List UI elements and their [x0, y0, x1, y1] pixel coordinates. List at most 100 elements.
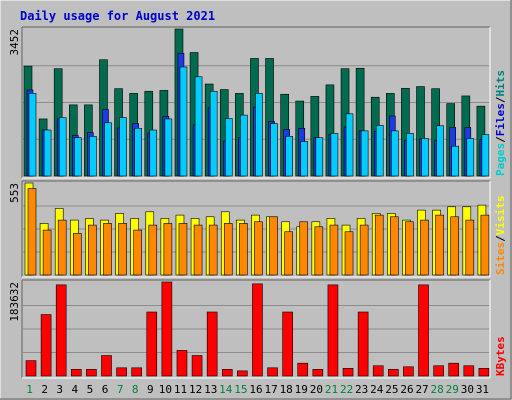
- kbytes-bar-kbytes-day-10: [161, 281, 173, 377]
- pages-files-hits-legend-separator: /: [494, 96, 507, 103]
- x-tick-label-day-17: 17: [264, 383, 277, 396]
- x-tick-label-day-8: 8: [132, 383, 139, 396]
- x-tick-label-day-12: 12: [189, 383, 202, 396]
- x-tick-label-day-7: 7: [117, 383, 124, 396]
- pages-files-hits-bar-pages-day-11: [179, 66, 188, 177]
- kbytes-bar-kbytes-day-6: [101, 355, 112, 377]
- sites-visits-legend: Sites/Visits: [494, 196, 507, 276]
- kbytes-bar-kbytes-day-27: [418, 284, 429, 377]
- sites-visits-bar-sites-day-18: [284, 231, 293, 276]
- kbytes-bar-kbytes-day-8: [131, 367, 142, 377]
- sites-visits-bar-sites-day-28: [435, 214, 444, 276]
- sites-visits-bar-sites-day-16: [254, 221, 263, 276]
- pages-files-hits-bar-pages-day-4: [73, 137, 82, 177]
- pages-files-hits-bar-pages-day-5: [89, 136, 97, 177]
- x-tick-label-day-18: 18: [280, 383, 293, 396]
- kbytes-bar-kbytes-day-5: [86, 369, 97, 377]
- x-tick-label-day-13: 13: [204, 383, 217, 396]
- sites-visits-bar-sites-day-3: [57, 219, 67, 276]
- sites-visits-bar-sites-day-10: [163, 223, 173, 276]
- x-tick-label-day-28: 28: [431, 383, 444, 396]
- sites-visits-bar-sites-day-29: [450, 216, 460, 276]
- x-tick-label-day-24: 24: [370, 383, 384, 396]
- x-tick-label-day-3: 3: [56, 383, 63, 396]
- kbytes-bar-kbytes-day-1: [25, 360, 37, 377]
- x-tick-label-day-20: 20: [310, 383, 323, 396]
- kbytes-bar-kbytes-day-21: [327, 284, 339, 377]
- pages-files-hits-bar-pages-day-10: [164, 118, 173, 177]
- pages-files-hits-bar-pages-day-9: [149, 129, 158, 177]
- x-tick-label-day-26: 26: [400, 383, 413, 396]
- kbytes-bar-kbytes-day-30: [463, 365, 475, 377]
- legend-files: Files: [494, 103, 507, 136]
- sites-visits-bar-sites-day-13: [208, 224, 218, 276]
- sites-visits-bar-sites-day-20: [314, 226, 324, 276]
- kbytes-bar-kbytes-day-14: [221, 369, 233, 377]
- sites-visits-bar-sites-day-31: [480, 214, 490, 276]
- x-tick-label-day-29: 29: [446, 383, 459, 396]
- sites-visits-bar-sites-day-24: [374, 214, 384, 276]
- pages-files-hits-bar-pages-day-18: [285, 136, 293, 177]
- pages-files-hits-bar-pages-day-24: [375, 125, 384, 177]
- pages-files-hits-bar-pages-day-3: [58, 117, 67, 177]
- x-tick-label-day-4: 4: [72, 383, 79, 396]
- kbytes-bar-kbytes-day-11: [176, 350, 188, 377]
- sites-visits-legend-separator: /: [494, 235, 507, 242]
- chart-title: Daily usage for August 2021: [20, 9, 215, 23]
- sites-visits-bar-sites-day-1: [27, 188, 37, 276]
- kbytes-bar-kbytes-day-24: [372, 365, 384, 377]
- sites-visits-bar-sites-day-6: [103, 223, 112, 276]
- sites-visits-bar-sites-day-12: [193, 224, 203, 276]
- pages-files-hits-bar-pages-day-30: [466, 138, 475, 177]
- kbytes-bar-kbytes-day-2: [40, 314, 52, 377]
- sites-visits-bar-sites-day-25: [390, 216, 399, 276]
- pages-files-hits-bar-pages-day-27: [421, 138, 429, 177]
- sites-visits-bar-sites-day-9: [148, 224, 158, 276]
- kbytes-bar-kbytes-day-19: [297, 362, 309, 377]
- pages-files-hits-bar-pages-day-6: [104, 122, 112, 177]
- x-tick-label-day-5: 5: [87, 383, 94, 396]
- sites-visits-bar-sites-day-15: [239, 223, 248, 276]
- pages-files-hits-bar-pages-day-17: [270, 123, 278, 177]
- kbytes-bar-kbytes-day-31: [478, 368, 490, 377]
- sites-visits-bar-sites-day-30: [465, 219, 475, 276]
- kbytes-bar-kbytes-day-28: [433, 365, 444, 377]
- sites-visits-bar-sites-day-8: [133, 229, 142, 276]
- sites-visits-bar-sites-day-23: [359, 224, 369, 276]
- x-tick-label-day-16: 16: [249, 383, 262, 396]
- kbytes-bar-kbytes-day-4: [70, 369, 82, 377]
- sites-visits-panel: 553 Sites/Visits: [8, 180, 507, 278]
- sites-visits-ymax-label: 553: [8, 183, 21, 203]
- sites-visits-bar-sites-day-14: [223, 223, 233, 276]
- pages-files-hits-bar-pages-day-21: [330, 133, 339, 177]
- kbytes-bar-kbytes-day-12: [191, 355, 203, 377]
- x-tick-label-day-6: 6: [102, 383, 109, 396]
- pages-files-hits-legend: Pages/Files/Hits: [494, 70, 507, 176]
- x-tick-label-day-30: 30: [461, 383, 474, 396]
- kbytes-bar-kbytes-day-3: [55, 284, 67, 377]
- kbytes-bar-kbytes-day-18: [282, 311, 293, 377]
- sites-visits-bar-sites-day-21: [329, 224, 339, 276]
- x-tick-label-day-15: 15: [234, 383, 247, 396]
- x-tick-label-day-9: 9: [147, 383, 154, 396]
- kbytes-bar-kbytes-day-13: [206, 311, 218, 377]
- x-tick-label-day-31: 31: [476, 383, 489, 396]
- kbytes-ymax-label: 183632: [8, 282, 21, 322]
- sites-visits-bar-sites-day-17: [269, 216, 278, 276]
- legend-sites: Sites: [494, 242, 507, 275]
- x-tick-label-day-14: 14: [219, 383, 233, 396]
- pages-files-hits-bar-pages-day-1: [28, 93, 37, 177]
- pages-files-hits-bar-pages-day-7: [119, 117, 127, 177]
- legend-visits: Visits: [494, 196, 507, 236]
- kbytes-bar-kbytes-day-17: [267, 367, 278, 377]
- pages-files-hits-bar-pages-day-2: [43, 129, 52, 177]
- pages-files-hits-bar-pages-day-31: [481, 134, 490, 177]
- kbytes-bar-kbytes-day-26: [403, 366, 414, 377]
- legend-pages: Pages: [494, 143, 507, 176]
- kbytes-bar-kbytes-day-15: [237, 370, 248, 377]
- sites-visits-bar-sites-day-11: [178, 223, 188, 276]
- kbytes-bar-kbytes-day-23: [357, 311, 369, 377]
- x-tick-label-day-22: 22: [340, 383, 353, 396]
